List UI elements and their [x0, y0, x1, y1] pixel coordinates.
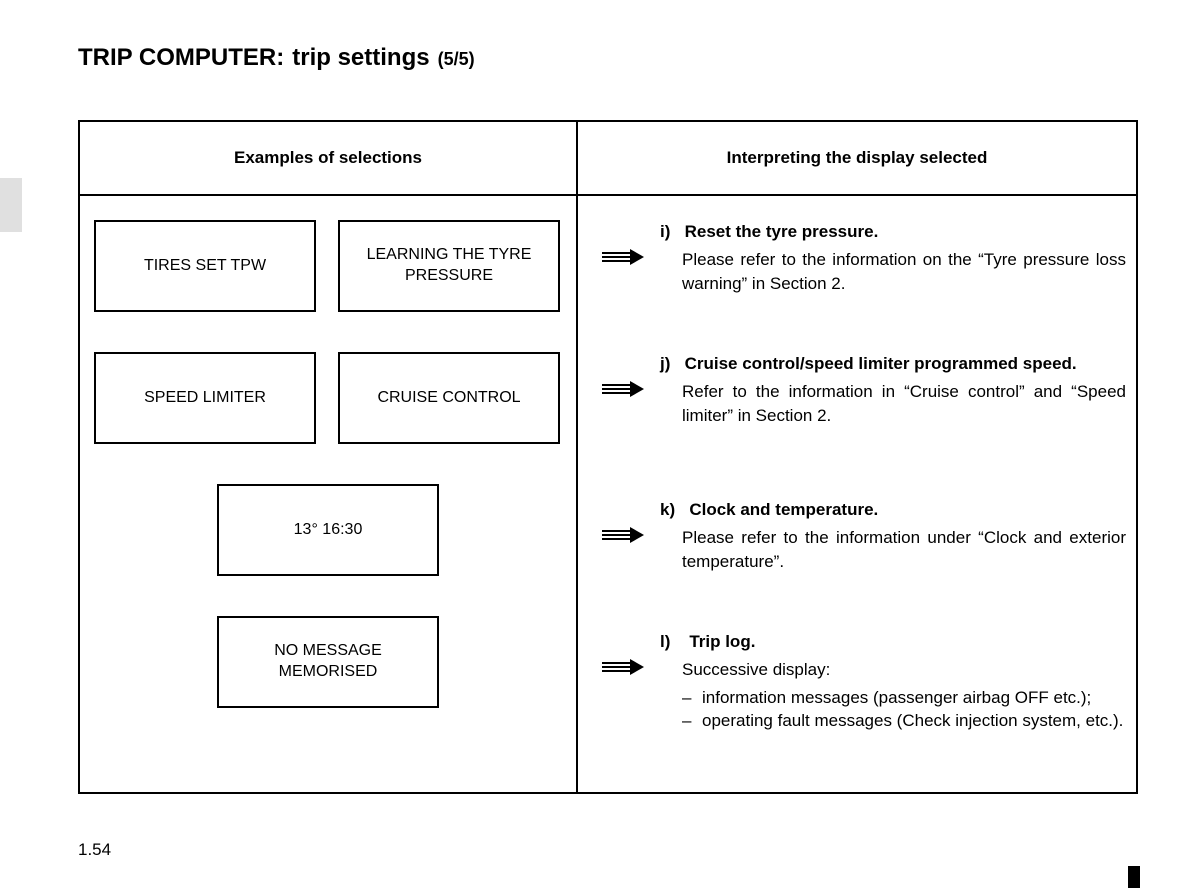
interpretation-text: j) Cruise control/speed limiter programm…: [652, 352, 1126, 427]
manual-page: TRIP COMPUTER: trip settings (5/5) Examp…: [0, 0, 1200, 794]
interpretation-text: l) Trip log. Successive display: informa…: [652, 630, 1126, 733]
arrow-icon: [592, 220, 652, 266]
selection-box: TIRES SET TPW: [94, 220, 316, 312]
selection-box: 13° 16:30: [217, 484, 439, 576]
item-title: Clock and temperature.: [689, 500, 878, 519]
table-body-row: TIRES SET TPW LEARNING THE TYRE PRESSURE…: [80, 196, 1136, 792]
bullet-item: information messages (passenger airbag O…: [682, 686, 1126, 710]
header-interpreting: Interpreting the display selected: [578, 122, 1136, 194]
title-main: TRIP COMPUTER:: [78, 44, 284, 72]
arrow-icon: [592, 630, 652, 676]
bullet-item: operating fault messages (Check injectio…: [682, 709, 1126, 733]
selection-row: TIRES SET TPW LEARNING THE TYRE PRESSURE: [94, 220, 562, 312]
selection-row: SPEED LIMITER CRUISE CONTROL: [94, 352, 562, 444]
item-label: k): [660, 500, 675, 519]
title-page-count: (5/5): [438, 49, 475, 70]
arrow-icon: [592, 498, 652, 544]
item-body: Refer to the information in “Cruise cont…: [660, 380, 1126, 428]
item-title: Trip log.: [689, 632, 755, 651]
page-title: TRIP COMPUTER: trip settings (5/5): [78, 44, 1140, 72]
footer-mark: [1128, 866, 1140, 888]
item-label: j): [660, 354, 670, 373]
selection-box: NO MESSAGE MEMORISED: [217, 616, 439, 708]
title-sub: trip settings: [292, 44, 429, 72]
interpretation-text: k) Clock and temperature. Please refer t…: [652, 498, 1126, 573]
interpretation-row: j) Cruise control/speed limiter programm…: [578, 352, 1136, 498]
item-body: Please refer to the information on the “…: [660, 248, 1126, 296]
interpretation-text: i) Reset the tyre pressure. Please refer…: [652, 220, 1126, 295]
item-label: i): [660, 222, 670, 241]
selection-row: 13° 16:30: [94, 484, 562, 576]
selection-box: LEARNING THE TYRE PRESSURE: [338, 220, 560, 312]
interpretation-row: i) Reset the tyre pressure. Please refer…: [578, 220, 1136, 352]
interpretation-column: i) Reset the tyre pressure. Please refer…: [578, 196, 1136, 792]
selection-box: SPEED LIMITER: [94, 352, 316, 444]
table-header-row: Examples of selections Interpreting the …: [80, 122, 1136, 196]
header-examples: Examples of selections: [80, 122, 578, 194]
content-table: Examples of selections Interpreting the …: [78, 120, 1138, 794]
item-title: Reset the tyre pressure.: [685, 222, 879, 241]
bullet-list: information messages (passenger airbag O…: [660, 686, 1126, 734]
interpretation-row: k) Clock and temperature. Please refer t…: [578, 498, 1136, 630]
page-number: 1.54: [78, 840, 111, 860]
item-label: l): [660, 632, 670, 651]
item-body: Please refer to the information under “C…: [660, 526, 1126, 574]
side-tab: [0, 178, 22, 232]
selection-box: CRUISE CONTROL: [338, 352, 560, 444]
item-title: Cruise control/speed limiter programmed …: [685, 354, 1077, 373]
item-body-intro: Successive display:: [660, 658, 1126, 682]
examples-column: TIRES SET TPW LEARNING THE TYRE PRESSURE…: [80, 196, 578, 792]
interpretation-row: l) Trip log. Successive display: informa…: [578, 630, 1136, 762]
selection-row: NO MESSAGE MEMORISED: [94, 616, 562, 708]
arrow-icon: [592, 352, 652, 398]
